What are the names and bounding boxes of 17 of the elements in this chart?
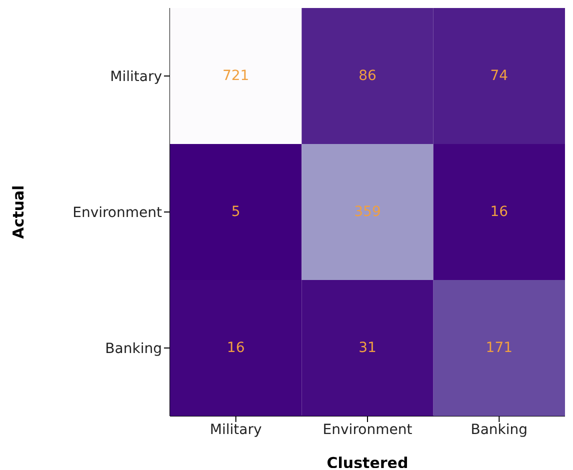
x-axis-title: Clustered [326, 454, 408, 470]
x-tick-label: Banking [470, 422, 528, 438]
y-tick-label: Military [110, 68, 162, 85]
data-label: 171 [486, 340, 513, 356]
data-label: 86 [358, 68, 376, 84]
data-label: 16 [226, 340, 245, 356]
x-tick-label: Environment [322, 422, 413, 438]
x-tick-label: Military [210, 422, 262, 438]
data-label: 5 [231, 204, 240, 220]
y-tick-label: Environment [72, 204, 162, 221]
data-label: 16 [490, 204, 508, 220]
data-label: 74 [490, 68, 508, 84]
data-label: 721 [222, 68, 250, 84]
y-axis-title: Actual [9, 185, 28, 239]
data-label: 31 [358, 340, 376, 356]
data-label: 359 [354, 204, 381, 220]
y-tick-label: Banking [105, 340, 162, 357]
